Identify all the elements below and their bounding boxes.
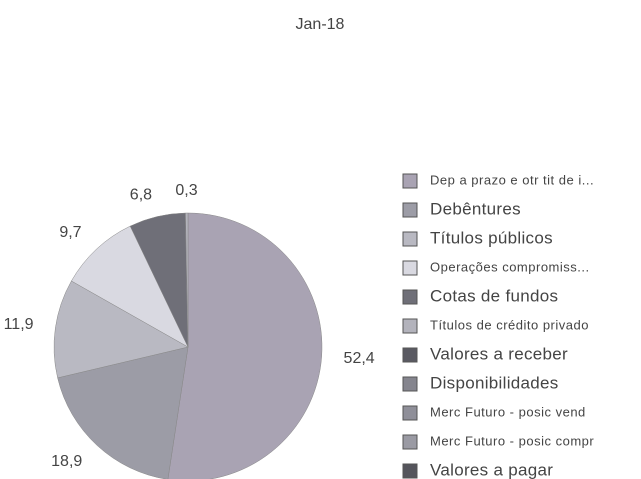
pie-slice <box>53 280 189 379</box>
legend-label: Disponibilidades <box>430 373 559 392</box>
legend-label: Cotas de fundos <box>430 286 558 305</box>
legend-label: Merc Futuro - posic vend <box>430 404 586 419</box>
legend-swatch <box>402 202 418 218</box>
legend-label: Títulos de crédito privado <box>430 317 589 332</box>
legend-swatch <box>402 347 418 363</box>
legend-label: Valores a pagar <box>430 460 553 479</box>
legend-swatch <box>402 231 418 247</box>
pie-slice <box>167 212 323 479</box>
legend-swatch <box>402 434 418 450</box>
legend-swatch <box>402 289 418 305</box>
data-label: 52,4 <box>344 350 375 367</box>
legend-swatch <box>402 173 418 189</box>
legend-swatch <box>402 405 418 421</box>
legend-swatch <box>402 376 418 392</box>
legend-label: Valores a receber <box>430 344 568 363</box>
data-label: 9,7 <box>59 224 81 241</box>
data-label: 6,8 <box>130 186 152 203</box>
chart-title: Jan-18 <box>296 16 345 33</box>
legend-swatch <box>402 318 418 334</box>
legend-label: Merc Futuro - posic compr <box>430 433 594 448</box>
pie-slice <box>57 346 189 479</box>
data-label: 0,3 <box>175 182 197 199</box>
pie-slice <box>185 212 189 348</box>
pie-slice <box>71 225 189 348</box>
data-label: 11,9 <box>4 316 34 333</box>
legend-label: Operações compromiss... <box>430 259 590 274</box>
legend-label: Dep a prazo e otr tit de i... <box>430 172 594 187</box>
legend-label: Títulos públicos <box>430 228 553 247</box>
data-label: 18,9 <box>51 453 82 470</box>
legend-swatch <box>402 260 418 276</box>
legend-swatch <box>402 463 418 479</box>
legend-label: Debêntures <box>430 199 521 218</box>
